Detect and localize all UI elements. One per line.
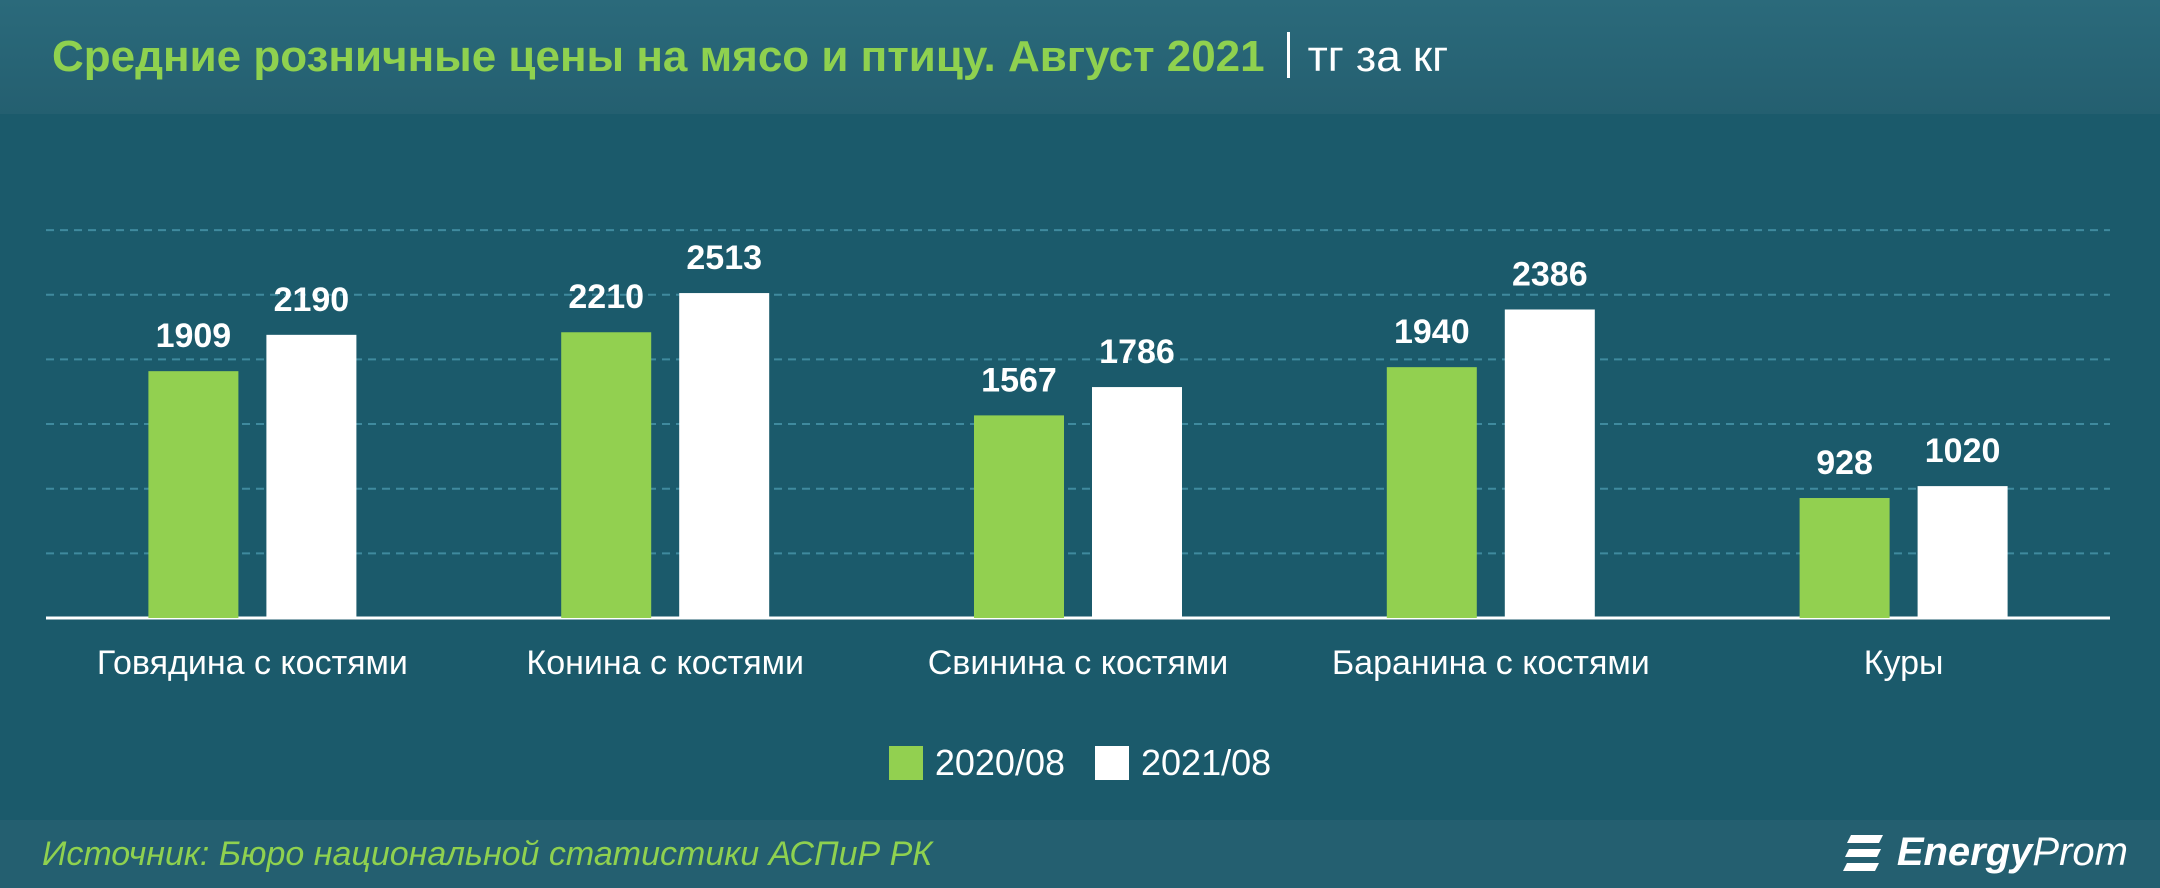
bar-2020-08	[1386, 367, 1477, 618]
legend-item-2020: 2020/08	[888, 742, 1065, 784]
legend-label-2021: 2021/08	[1141, 742, 1272, 783]
plot-area: 1909 2190 Говядина с костями 2210 2513 Конина…	[0, 114, 2160, 820]
title-separator	[1286, 32, 1290, 79]
legend-swatch-2020	[888, 746, 923, 780]
data-label: 1786	[1099, 333, 1175, 371]
category-label: Свинина с костями	[928, 644, 1228, 682]
data-label: 1940	[1394, 313, 1470, 351]
chart-title-text: Средние розничные цены на мясо и птицу. …	[52, 32, 1265, 81]
legend: 2020/08 2021/08	[0, 742, 2160, 784]
bar-2021-08	[679, 293, 770, 618]
bar-2020-08	[974, 415, 1064, 618]
data-label: 2513	[686, 239, 762, 277]
data-label: 2210	[568, 278, 644, 316]
data-label: 2190	[274, 281, 350, 319]
data-label: 2386	[1512, 255, 1588, 293]
data-label: 1909	[156, 317, 232, 355]
bar-2021-08	[266, 334, 357, 618]
data-label: 928	[1816, 444, 1873, 482]
data-label: 1020	[1925, 432, 2001, 470]
category-label: Баранина с костями	[1332, 644, 1650, 682]
category-label: Говядина с костями	[97, 644, 408, 682]
brand-logo: EnergyProm	[1842, 830, 2128, 875]
source-note: Источник: Бюро национальной статистики А…	[42, 835, 933, 873]
bar-2020-08	[1799, 498, 1890, 618]
brand-energy: Energy	[1896, 830, 2033, 874]
bar-2021-08	[1917, 486, 2008, 618]
chart-header: Средние розничные цены на мясо и птицу. …	[0, 0, 2160, 114]
bar-2020-08	[561, 332, 652, 618]
category-label: Куры	[1864, 644, 1944, 682]
legend-label-2020: 2020/08	[934, 742, 1065, 783]
data-label: 1567	[981, 361, 1057, 399]
bar-2021-08	[1504, 309, 1595, 618]
chart-unit: тг за кг	[1307, 32, 1449, 81]
brand-name: EnergyProm	[1897, 830, 2128, 875]
bar-2021-08	[1092, 387, 1182, 618]
bar-chart: 1909 2190 Говядина с костями 2210 2513 Конина…	[46, 229, 2110, 682]
energyprom-logo-icon	[1842, 834, 1883, 871]
category-label: Конина с костями	[526, 644, 804, 682]
brand-prom: Prom	[2032, 830, 2128, 874]
legend-item-2021: 2021/08	[1095, 742, 1271, 784]
chart-title: Средние розничные цены на мясо и птицу. …	[52, 32, 1448, 82]
legend-swatch-2021	[1095, 746, 1129, 780]
bar-2020-08	[148, 371, 239, 618]
footer: Источник: Бюро национальной статистики А…	[0, 820, 2160, 888]
